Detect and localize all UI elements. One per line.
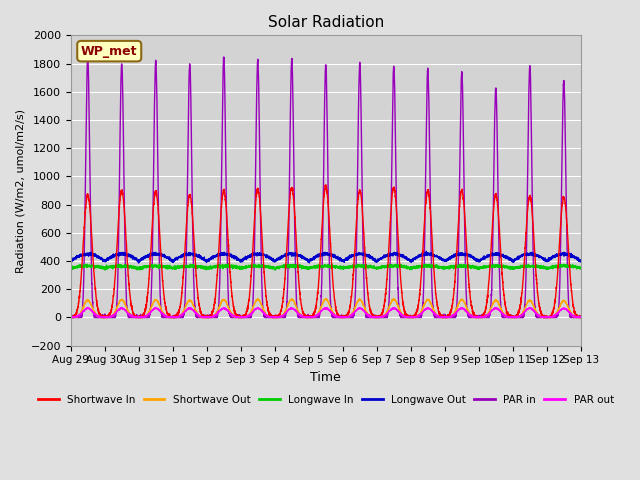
PAR out bbox=[159, 311, 166, 317]
PAR out bbox=[412, 314, 419, 320]
Y-axis label: Radiation (W/m2, umol/m2/s): Radiation (W/m2, umol/m2/s) bbox=[15, 108, 25, 273]
Shortwave In bbox=[159, 278, 166, 284]
PAR out bbox=[458, 305, 466, 311]
Shortwave Out bbox=[67, 314, 75, 320]
Text: WP_met: WP_met bbox=[81, 45, 138, 58]
Shortwave Out bbox=[577, 314, 584, 320]
Longwave In bbox=[159, 263, 166, 268]
PAR in bbox=[159, 313, 166, 319]
Longwave Out bbox=[440, 257, 448, 263]
PAR out bbox=[577, 314, 584, 320]
Line: PAR out: PAR out bbox=[71, 308, 580, 317]
PAR in bbox=[220, 54, 228, 60]
X-axis label: Time: Time bbox=[310, 371, 341, 384]
PAR in bbox=[67, 314, 75, 320]
Longwave Out bbox=[412, 255, 419, 261]
Shortwave In bbox=[321, 182, 329, 188]
Longwave Out bbox=[159, 253, 166, 259]
Shortwave In bbox=[412, 311, 419, 316]
PAR in bbox=[469, 314, 477, 320]
Longwave Out bbox=[307, 256, 314, 262]
Shortwave In bbox=[469, 309, 477, 315]
Longwave In bbox=[577, 265, 584, 271]
Line: Longwave In: Longwave In bbox=[71, 264, 580, 270]
Shortwave In bbox=[440, 313, 448, 319]
Legend: Shortwave In, Shortwave Out, Longwave In, Longwave Out, PAR in, PAR out: Shortwave In, Shortwave Out, Longwave In… bbox=[33, 390, 618, 409]
PAR out bbox=[67, 314, 75, 320]
Longwave In bbox=[67, 265, 75, 271]
PAR out bbox=[307, 314, 314, 320]
Longwave In bbox=[577, 265, 584, 271]
Shortwave In bbox=[307, 314, 314, 320]
Shortwave Out bbox=[159, 309, 166, 315]
PAR out bbox=[440, 314, 447, 320]
PAR out bbox=[469, 313, 477, 319]
PAR in bbox=[307, 314, 314, 320]
Shortwave Out bbox=[323, 296, 330, 301]
PAR in bbox=[440, 314, 448, 320]
Longwave Out bbox=[422, 249, 430, 254]
Longwave In bbox=[271, 267, 279, 273]
Shortwave In bbox=[577, 314, 584, 320]
PAR out bbox=[576, 314, 584, 320]
Shortwave Out bbox=[412, 314, 419, 320]
Shortwave Out bbox=[67, 314, 75, 320]
Shortwave In bbox=[577, 314, 584, 320]
Longwave In bbox=[307, 265, 314, 271]
Shortwave Out bbox=[469, 314, 477, 320]
Title: Solar Radiation: Solar Radiation bbox=[268, 15, 384, 30]
Shortwave Out bbox=[577, 314, 584, 320]
PAR in bbox=[577, 314, 584, 320]
Longwave In bbox=[412, 265, 419, 271]
Longwave Out bbox=[134, 260, 142, 266]
PAR in bbox=[412, 313, 419, 319]
Shortwave Out bbox=[307, 314, 314, 320]
Longwave In bbox=[225, 261, 232, 267]
Line: Longwave Out: Longwave Out bbox=[71, 252, 580, 263]
Shortwave In bbox=[67, 314, 75, 320]
Longwave In bbox=[440, 265, 448, 271]
Shortwave In bbox=[67, 314, 75, 320]
Line: Shortwave Out: Shortwave Out bbox=[71, 299, 580, 317]
Line: PAR in: PAR in bbox=[71, 57, 580, 317]
PAR in bbox=[67, 314, 75, 320]
Longwave Out bbox=[67, 258, 75, 264]
Shortwave Out bbox=[440, 314, 448, 320]
Longwave Out bbox=[469, 255, 477, 261]
PAR in bbox=[577, 314, 584, 320]
Line: Shortwave In: Shortwave In bbox=[71, 185, 580, 317]
Longwave Out bbox=[577, 258, 584, 264]
Longwave Out bbox=[577, 257, 584, 263]
Longwave In bbox=[469, 264, 477, 269]
